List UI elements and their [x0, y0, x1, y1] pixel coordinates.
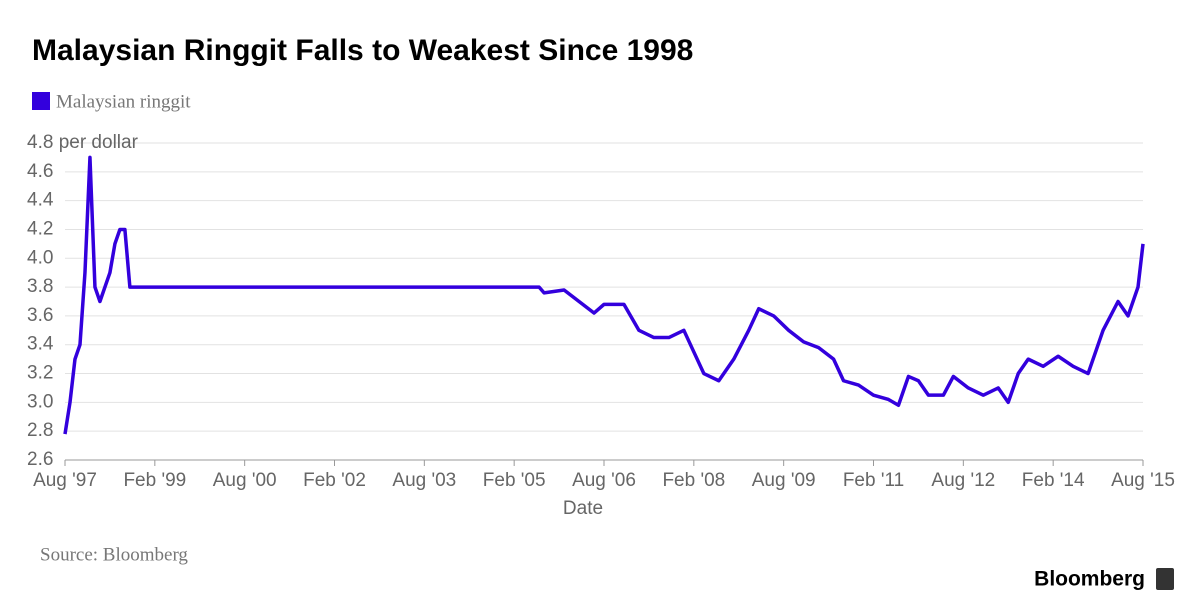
y-tick-label: 4.6	[27, 161, 53, 182]
x-axis-label: Date	[563, 498, 603, 519]
x-tick-label: Feb '05	[483, 470, 546, 491]
x-tick-label: Aug '00	[213, 470, 277, 491]
logo-icon	[1156, 568, 1174, 590]
x-tick-label: Aug '97	[33, 470, 97, 491]
y-tick-label: 3.0	[27, 391, 53, 412]
x-tick-label: Feb '99	[123, 470, 186, 491]
y-tick-label: 4.0	[27, 247, 53, 268]
x-tick-label: Aug '09	[752, 470, 816, 491]
x-tick-label: Feb '02	[303, 470, 366, 491]
x-tick-label: Feb '14	[1022, 470, 1085, 491]
y-tick-label: 2.6	[27, 449, 53, 470]
logo: Bloomberg	[1034, 568, 1145, 591]
y-tick-label: 2.8	[27, 420, 53, 441]
y-tick-label: 4.4	[27, 190, 54, 211]
y-tick-label: 4.2	[27, 218, 53, 239]
chart-title: Malaysian Ringgit Falls to Weakest Since…	[32, 34, 693, 67]
y-tick-label: 3.6	[27, 305, 53, 326]
y-tick-label: 3.2	[27, 363, 53, 384]
y-tick-label: 4.8 per dollar	[27, 132, 139, 153]
x-tick-label: Aug '12	[931, 470, 995, 491]
x-tick-label: Aug '03	[392, 470, 456, 491]
x-tick-label: Aug '15	[1111, 470, 1175, 491]
x-tick-label: Aug '06	[572, 470, 636, 491]
line	[63, 155, 1145, 435]
y-tick-label: 3.8	[27, 276, 53, 297]
y-tick-label: 3.4	[27, 334, 54, 355]
legend-label: Malaysian ringgit	[56, 91, 191, 112]
source: Source: Bloomberg	[40, 544, 188, 565]
x-tick-label: Feb '11	[843, 470, 904, 491]
x-tick-label: Feb '08	[662, 470, 725, 491]
legend-swatch	[32, 92, 50, 110]
